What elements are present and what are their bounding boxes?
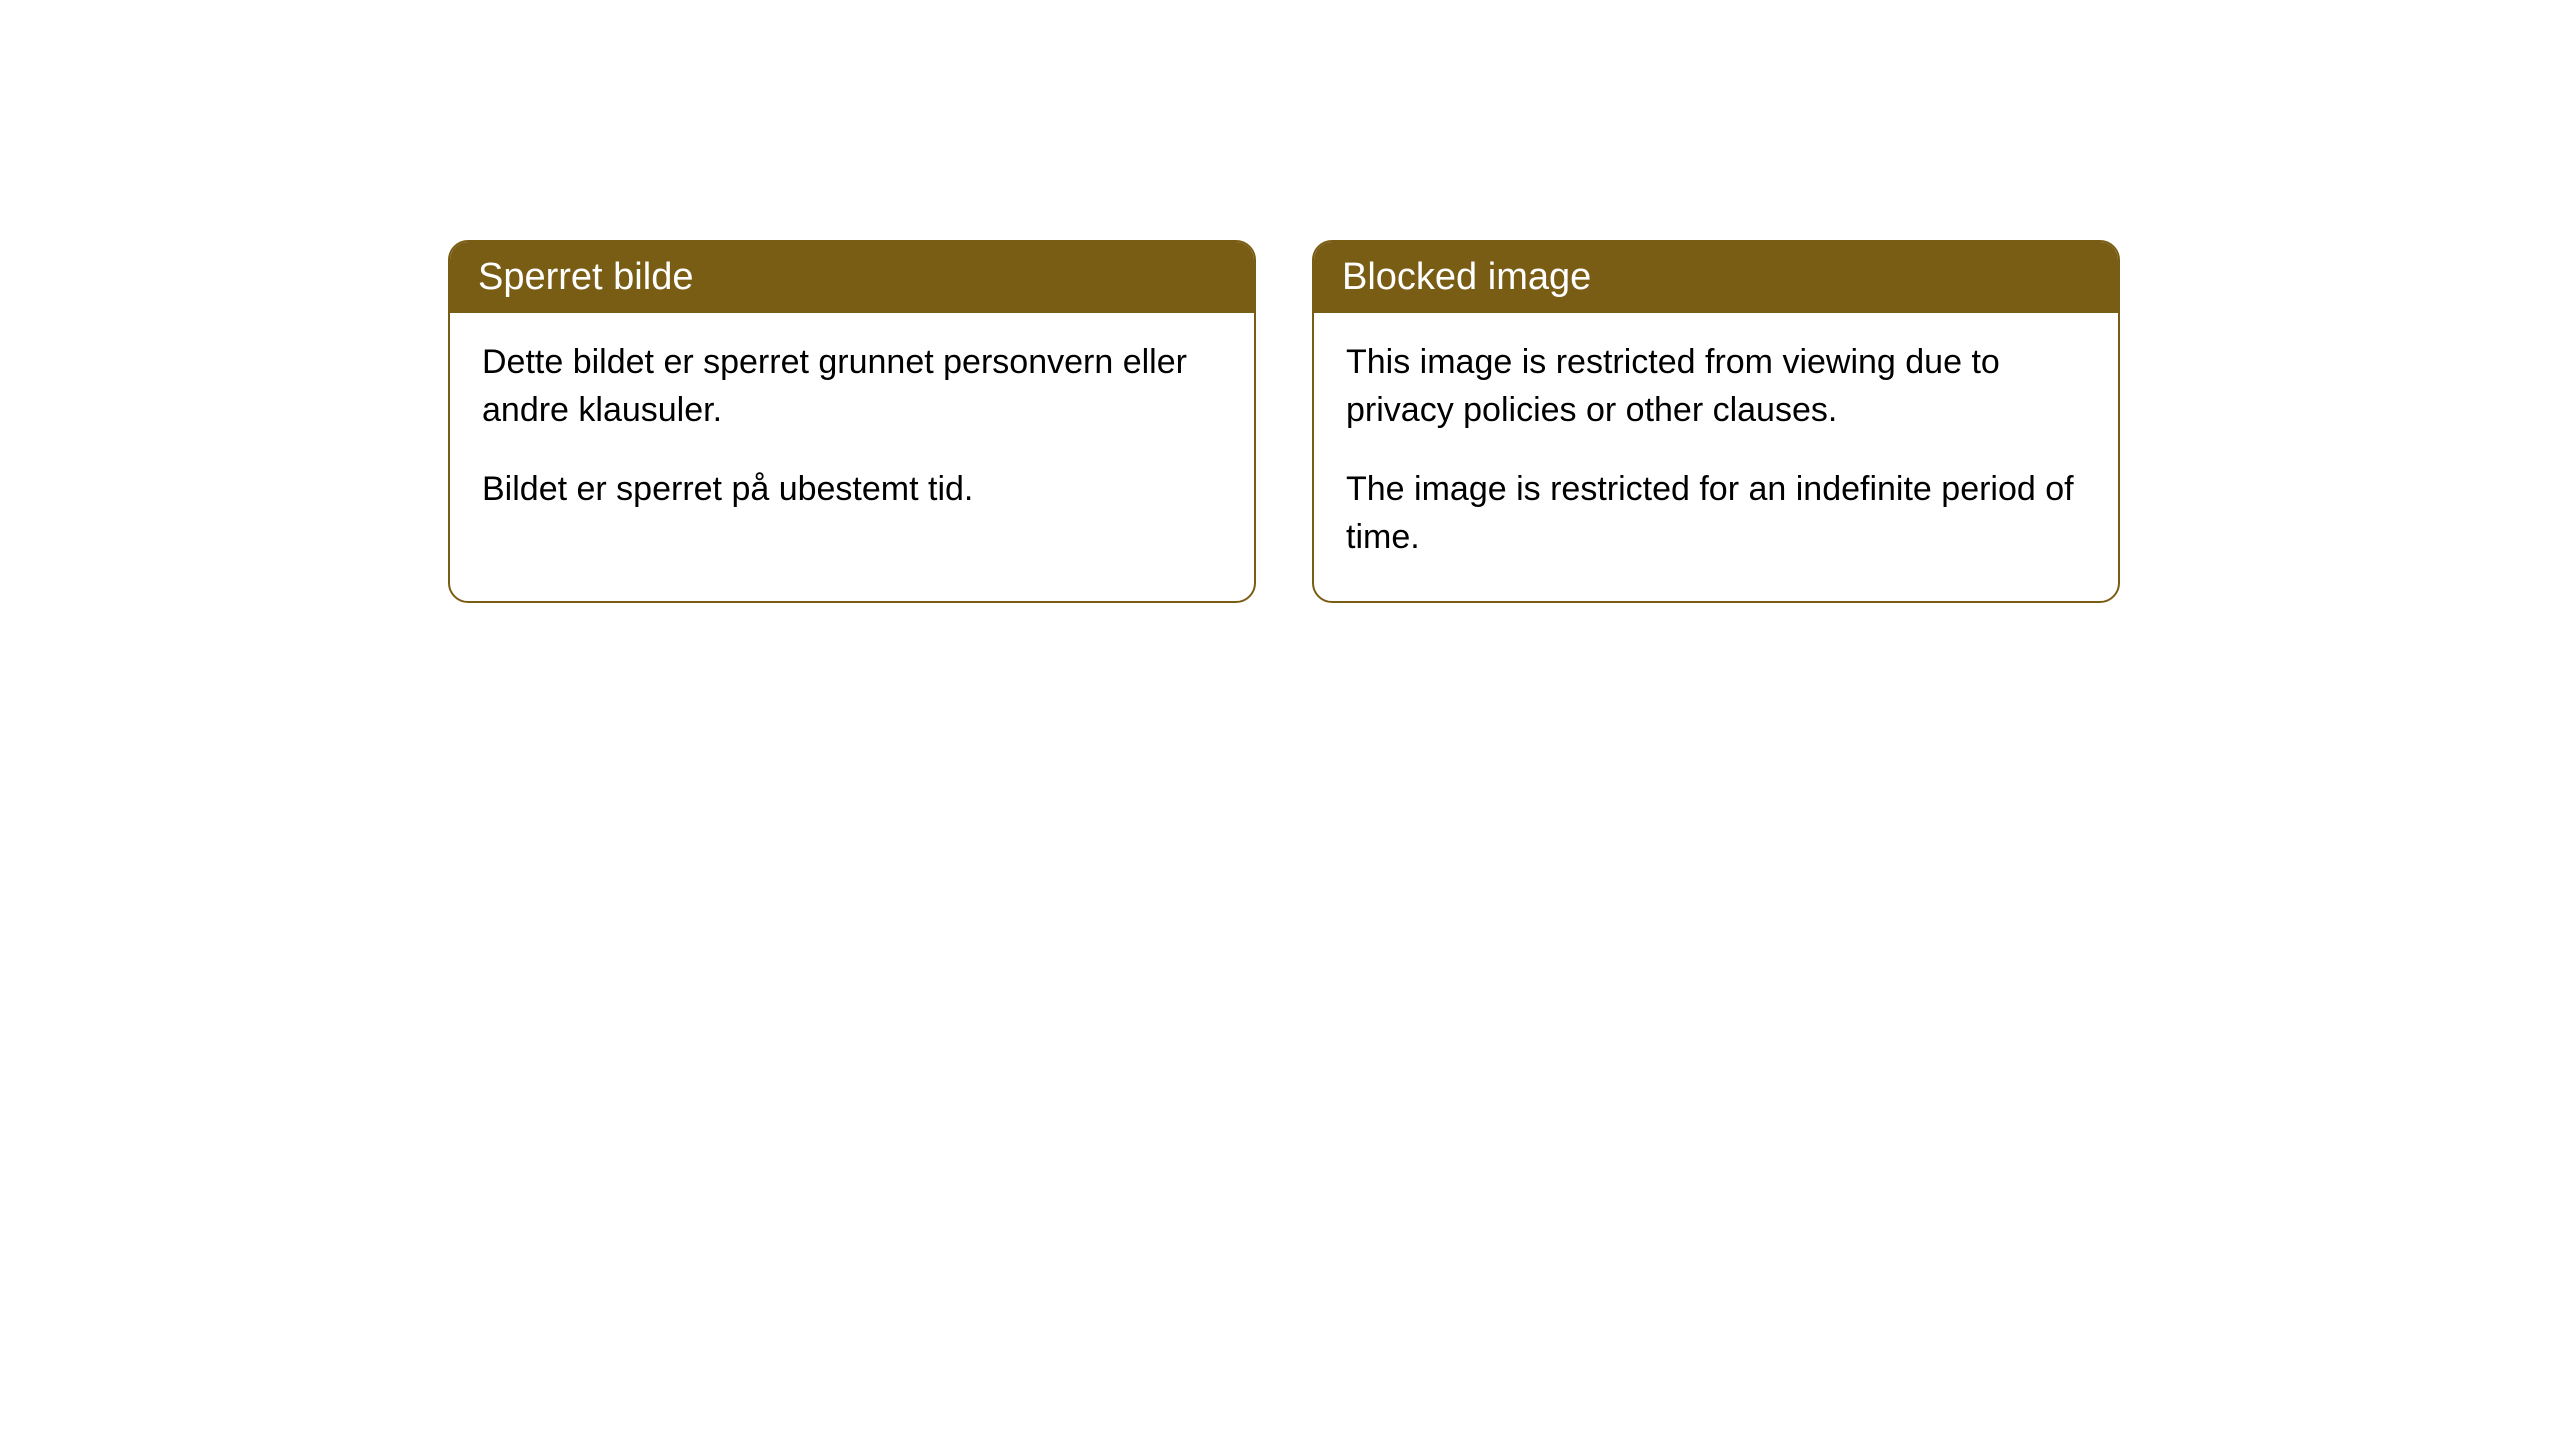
card-body: Dette bildet er sperret grunnet personve… [450,313,1254,554]
card-title: Sperret bilde [478,256,693,298]
blocked-image-card-english: Blocked image This image is restricted f… [1312,240,2120,603]
card-header: Sperret bilde [450,242,1254,313]
blocked-image-card-norwegian: Sperret bilde Dette bildet er sperret gr… [448,240,1256,603]
card-title: Blocked image [1342,256,1591,298]
notice-text-primary: Dette bildet er sperret grunnet personve… [482,339,1222,434]
notice-text-secondary: The image is restricted for an indefinit… [1346,466,2086,561]
notice-container: Sperret bilde Dette bildet er sperret gr… [0,0,2560,603]
notice-text-primary: This image is restricted from viewing du… [1346,339,2086,434]
card-body: This image is restricted from viewing du… [1314,313,2118,601]
card-header: Blocked image [1314,242,2118,313]
notice-text-secondary: Bildet er sperret på ubestemt tid. [482,466,1222,514]
